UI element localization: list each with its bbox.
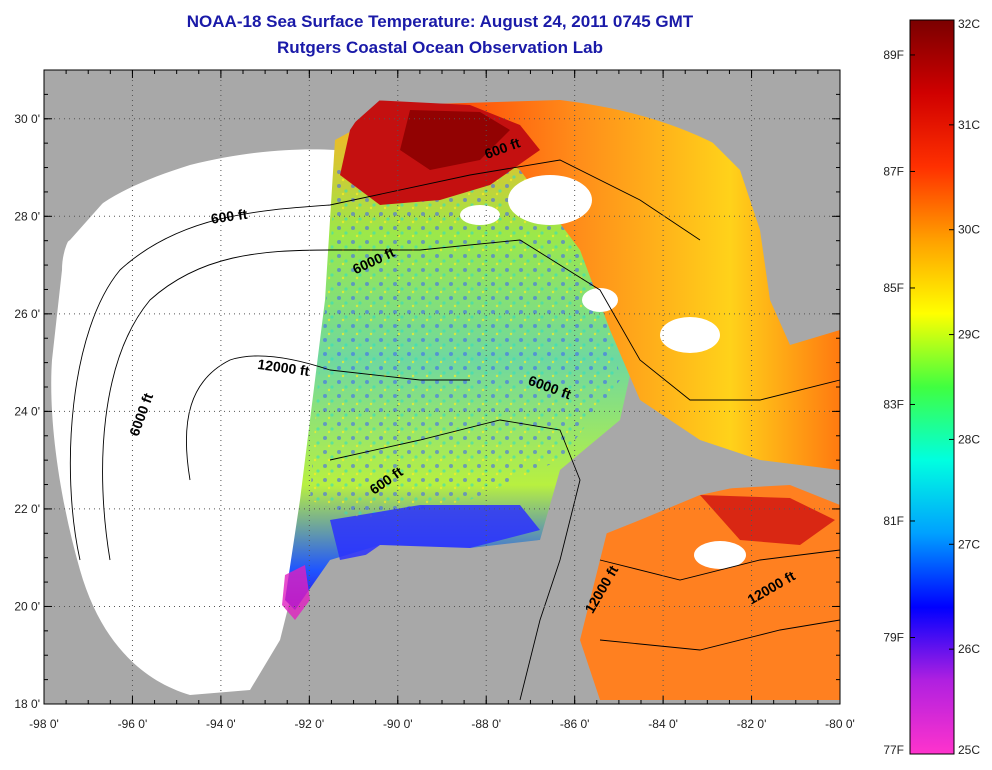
lon-tick-label: -90 0' [383, 717, 413, 731]
sst-east-warm [400, 100, 840, 470]
sst-caribbean-hot [700, 495, 835, 545]
graticule [44, 70, 840, 704]
axis-ticks [43, 69, 841, 705]
colorbar-label-fahrenheit: 83F [883, 397, 904, 411]
colorbar-label-celsius: 25C [958, 743, 980, 757]
map-subtitle: Rutgers Coastal Ocean Observation Lab [277, 38, 603, 57]
bathymetry-contours [69, 159, 841, 701]
temperature-colorbar: 25C 26C 27C 28C 29C 30C 31C 32C 77F 79F 81F 83F 85F 8… [883, 17, 980, 757]
colorbar-label-celsius: 29C [958, 328, 980, 342]
lon-tick-label: -86 0' [560, 717, 590, 731]
lat-tick-label: 24 0' [14, 404, 40, 418]
colorbar-label-celsius: 28C [958, 432, 980, 446]
cloud-patch [660, 317, 720, 353]
land-cuba [555, 470, 840, 545]
colorbar-label-celsius: 27C [958, 537, 980, 551]
colorbar-label-fahrenheit: 87F [883, 164, 904, 178]
colorbar-label-celsius: 32C [958, 17, 980, 31]
colorbar-gradient [909, 19, 955, 755]
colorbar-label-celsius: 31C [958, 118, 980, 132]
lon-tick-label: -88 0' [471, 717, 501, 731]
axis-tick-labels: -98 0' -96 0' -94 0' -92 0' -90 0' -88 0' -86 … [14, 112, 854, 731]
lon-tick-label: -80 0' [825, 717, 855, 731]
cloud-patch [582, 288, 618, 312]
contour-depth-label: 12000 ft [257, 356, 311, 379]
land-us-coast [44, 70, 700, 260]
lon-tick-label: -82 0' [737, 717, 767, 731]
land-yucatan [300, 540, 560, 704]
colorbar-label-fahrenheit: 85F [883, 281, 904, 295]
cloud-patch [508, 175, 592, 225]
colorbar-label-fahrenheit: 77F [883, 743, 904, 757]
gulf-nodata-area [51, 149, 336, 695]
colorbar-label-fahrenheit: 89F [883, 48, 904, 62]
colorbar-label-fahrenheit: 81F [883, 514, 904, 528]
lat-tick-label: 22 0' [14, 502, 40, 516]
lat-tick-label: 28 0' [14, 209, 40, 223]
land-florida [690, 70, 840, 345]
lon-tick-label: -96 0' [118, 717, 148, 731]
colorbar-label-fahrenheit: 79F [883, 630, 904, 644]
lon-tick-label: -94 0' [206, 717, 236, 731]
contour-depth-label: 600 ft [210, 206, 249, 227]
lon-tick-label: -98 0' [29, 717, 59, 731]
lat-tick-label: 26 0' [14, 307, 40, 321]
lon-tick-label: -92 0' [295, 717, 325, 731]
map-title: NOAA-18 Sea Surface Temperature: August … [186, 12, 694, 31]
lat-tick-label: 30 0' [14, 112, 40, 126]
lat-tick-label: 20 0' [14, 599, 40, 613]
lat-tick-label: 18 0' [14, 697, 40, 711]
cloud-patch [460, 205, 500, 225]
lon-tick-label: -84 0' [648, 717, 678, 731]
colorbar-label-celsius: 30C [958, 223, 980, 237]
colorbar-label-celsius: 26C [958, 642, 980, 656]
sst-north-hot-core [400, 110, 510, 170]
cloud-patch [694, 541, 746, 569]
